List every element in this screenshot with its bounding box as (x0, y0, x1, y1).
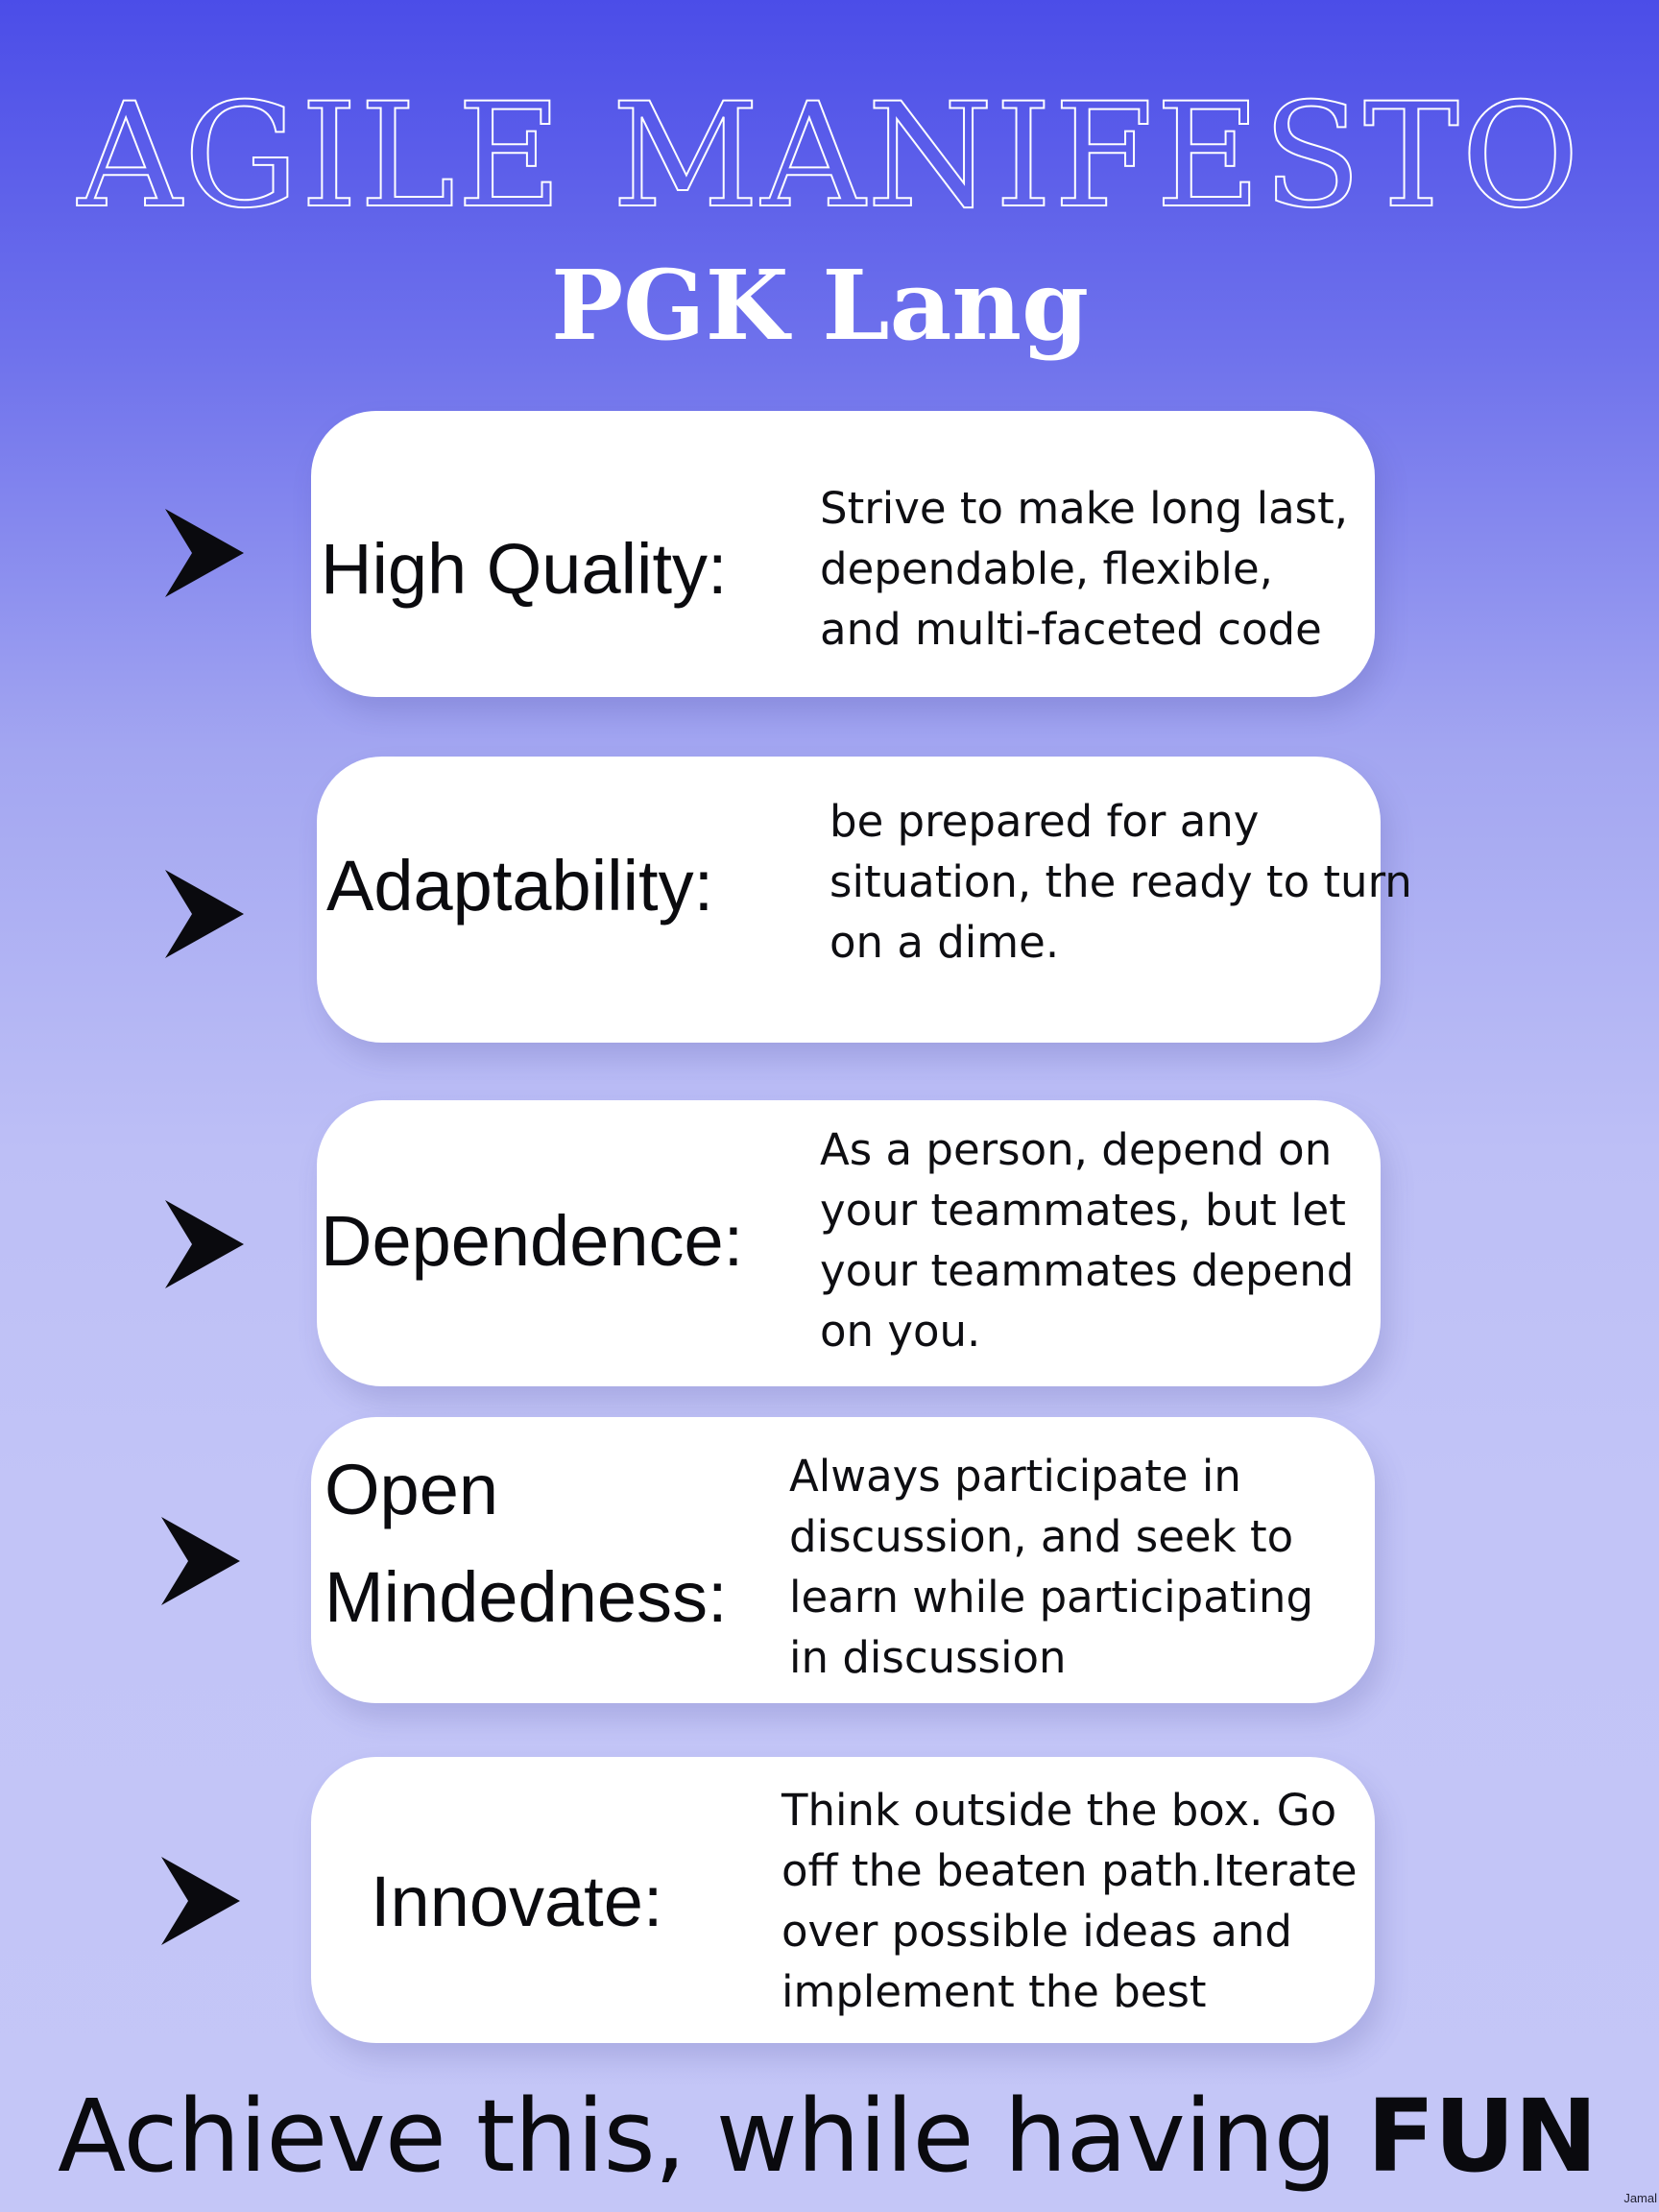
value-description: Always participate in discussion, and se… (789, 1451, 1314, 1683)
footer-emphasis: FUN (1366, 2078, 1599, 2195)
value-label: Dependence: (321, 1201, 744, 1281)
value-card-innovate: Innovate: Think outside the box. Go off … (311, 1757, 1375, 2043)
value-label: Innovate: (371, 1862, 663, 1941)
value-description: be prepared for any situation, the ready… (830, 796, 1412, 968)
value-card-dependence: Dependence: As a person, depend on your … (317, 1100, 1381, 1386)
value-label: High Quality: (321, 529, 728, 609)
author-credit: Jamal (1623, 2191, 1657, 2205)
value-card-open-mindedness: Open Mindedness: Always participate in d… (311, 1417, 1375, 1703)
arrowhead-icon (159, 1855, 242, 1947)
value-description: As a person, depend on your teammates, b… (820, 1124, 1355, 1357)
footer-slogan: Achieve this, while having FUN (58, 2074, 1599, 2199)
value-description: Think outside the box. Go off the beaten… (781, 1785, 1358, 2017)
value-label: Adaptability: (326, 846, 714, 926)
poster-subtitle: PGK Lang (550, 249, 1090, 362)
value-card-high-quality: High Quality: Strive to make long last, … (311, 411, 1375, 697)
arrowhead-icon (163, 507, 246, 599)
arrowhead-icon (163, 868, 246, 960)
poster-title: AGILE MANIFESTO (77, 73, 1581, 240)
arrowhead-icon (163, 1198, 246, 1290)
value-card-adaptability: Adaptability: be prepared for any situat… (317, 757, 1412, 1043)
value-description: Strive to make long last, dependable, fl… (820, 483, 1349, 655)
arrowhead-icon (159, 1515, 242, 1607)
footer-text: Achieve this, while having (58, 2078, 1367, 2195)
value-label: Open Mindedness: (325, 1450, 728, 1637)
